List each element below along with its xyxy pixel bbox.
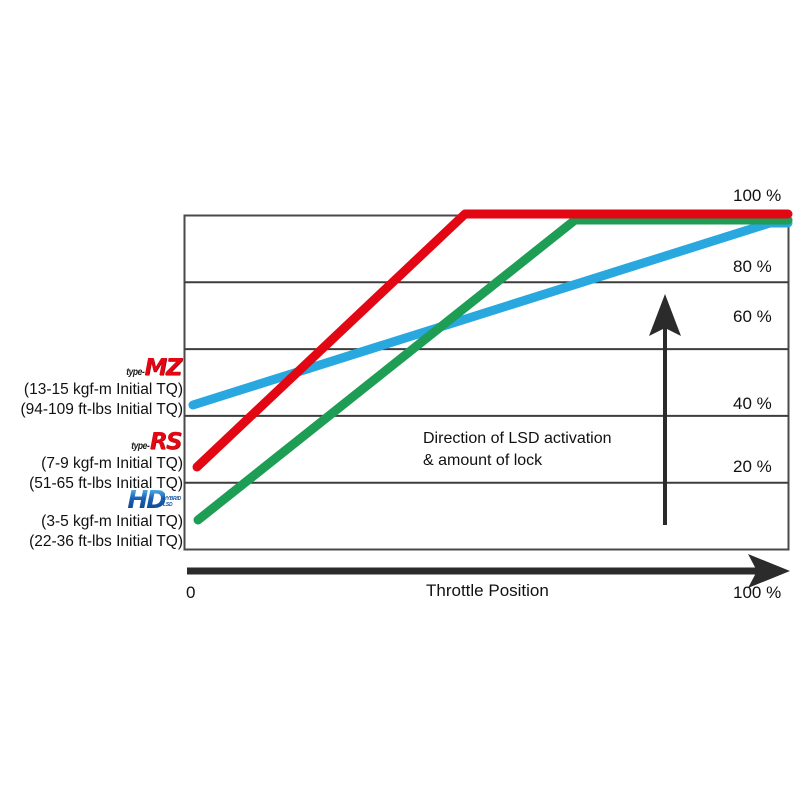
direction-up-arrow-icon [649, 294, 681, 525]
type-rs-logo-name: RS [149, 429, 183, 455]
legend-item-type-mz: type- MZ (13-15 kgf-m Initial TQ) (94-10… [0, 356, 183, 419]
y-axis-label-20: 20 % [733, 457, 772, 476]
hd-logo-name: HD [127, 485, 167, 514]
x-axis-end-label: 100 % [733, 583, 782, 602]
y-axis-label-80: 80 % [733, 257, 772, 276]
type-mz-logo-prefix: type- [126, 367, 145, 378]
type-rs-logo-prefix: type- [131, 441, 151, 452]
type-mz-spec-metric: (13-15 kgf-m Initial TQ) [23, 381, 183, 398]
y-axis-label-100: 100 % [733, 186, 782, 205]
type-rs-logo-icon: type- RS [0, 430, 183, 454]
type-rs-spec-metric: (7-9 kgf-m Initial TQ) [41, 455, 183, 472]
y-axis-label-60: 60 % [733, 307, 772, 326]
y-axis-label-40: 40 % [733, 394, 772, 413]
series-line-type-mz [192, 209, 793, 472]
direction-annotation: Direction of LSD activation & amount of … [423, 428, 612, 471]
hd-logo-subtext-line-2: LSD [163, 501, 173, 508]
direction-annotation-line-2: & amount of lock [423, 451, 543, 469]
hd-logo-icon: HD HYBRID LSD [0, 485, 183, 514]
type-mz-logo-name: MZ [144, 355, 182, 381]
type-rs-spec-imperial: (51-65 ft-lbs Initial TQ) [29, 474, 183, 492]
gridlines [184, 281, 789, 484]
hd-logo-subtext-line-1: HYBRID [163, 495, 181, 502]
type-mz-spec-imperial: (94-109 ft-lbs Initial TQ) [20, 400, 183, 418]
hd-spec-imperial: (22-36 ft-lbs Initial TQ) [29, 532, 183, 550]
hd-spec-metric: (3-5 kgf-m Initial TQ) [41, 513, 183, 530]
direction-annotation-line-1: Direction of LSD activation [423, 430, 612, 447]
hd-logo-subtext: HYBRID LSD [163, 496, 181, 513]
legend-item-hd: HD HYBRID LSD (3-5 kgf-m Initial TQ) (22… [0, 485, 183, 551]
legend-item-type-rs: type- RS (7-9 kgf-m Initial TQ) (51-65 f… [0, 430, 183, 493]
x-axis-start-label: 0 [186, 583, 196, 602]
throttle-axis-arrow-icon [187, 554, 790, 588]
x-axis-title: Throttle Position [426, 581, 549, 600]
series-line-type-rs [193, 215, 793, 525]
type-mz-logo-icon: type- MZ [0, 356, 183, 380]
